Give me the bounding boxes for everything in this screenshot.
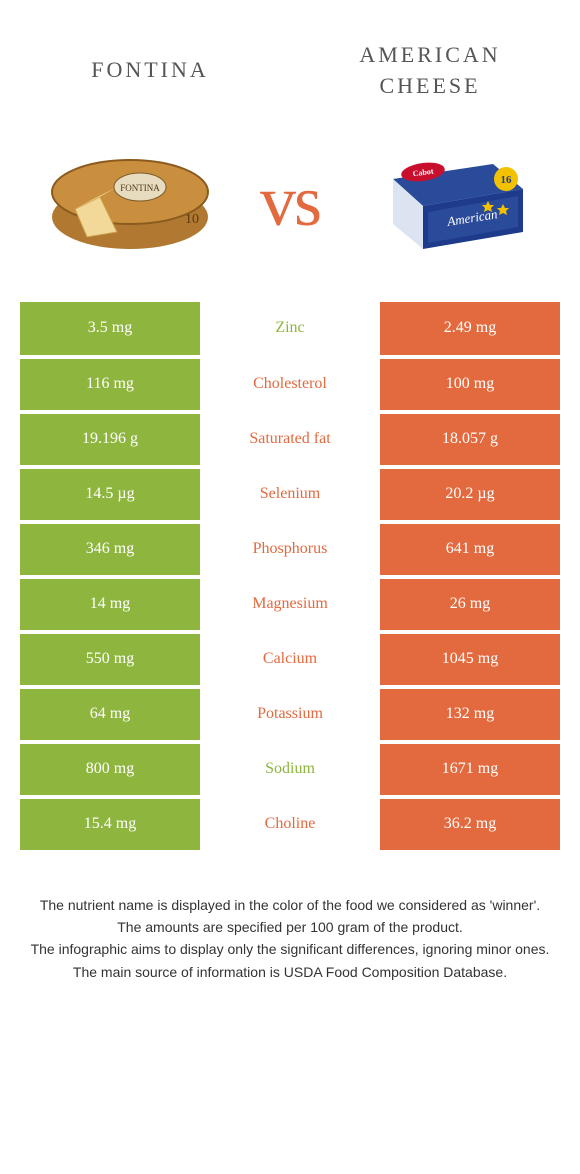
footnote-line: The main source of information is USDA F… bbox=[30, 961, 550, 983]
right-value-cell: 641 mg bbox=[380, 522, 560, 577]
left-value-cell: 3.5 mg bbox=[20, 302, 200, 357]
nutrient-name-cell: Cholesterol bbox=[200, 357, 380, 412]
table-row: 14.5 µgSelenium20.2 µg bbox=[20, 467, 560, 522]
nutrient-name-cell: Magnesium bbox=[200, 577, 380, 632]
right-value-cell: 20.2 µg bbox=[380, 467, 560, 522]
footnote-line: The infographic aims to display only the… bbox=[30, 938, 550, 960]
vs-label: vs bbox=[260, 160, 320, 243]
left-food-title: Fontina bbox=[50, 55, 250, 86]
nutrient-name-cell: Saturated fat bbox=[200, 412, 380, 467]
left-value-cell: 116 mg bbox=[20, 357, 200, 412]
table-row: 800 mgSodium1671 mg bbox=[20, 742, 560, 797]
table-row: 346 mgPhosphorus641 mg bbox=[20, 522, 560, 577]
table-row: 3.5 mgZinc2.49 mg bbox=[20, 302, 560, 357]
american-cheese-image: American Cabot 16 bbox=[360, 132, 540, 272]
nutrient-name-cell: Potassium bbox=[200, 687, 380, 742]
left-value-cell: 14.5 µg bbox=[20, 467, 200, 522]
left-value-cell: 346 mg bbox=[20, 522, 200, 577]
nutrient-name-cell: Phosphorus bbox=[200, 522, 380, 577]
table-row: 14 mgMagnesium26 mg bbox=[20, 577, 560, 632]
left-value-cell: 550 mg bbox=[20, 632, 200, 687]
right-value-cell: 100 mg bbox=[380, 357, 560, 412]
header-titles: Fontina American cheese bbox=[0, 0, 580, 122]
left-value-cell: 14 mg bbox=[20, 577, 200, 632]
table-row: 116 mgCholesterol100 mg bbox=[20, 357, 560, 412]
fontina-image: FONTINA 10 bbox=[40, 132, 220, 272]
right-value-cell: 1671 mg bbox=[380, 742, 560, 797]
left-value-cell: 64 mg bbox=[20, 687, 200, 742]
footnote-line: The nutrient name is displayed in the co… bbox=[30, 894, 550, 916]
nutrient-name-cell: Choline bbox=[200, 797, 380, 852]
left-value-cell: 800 mg bbox=[20, 742, 200, 797]
table-row: 15.4 mgCholine36.2 mg bbox=[20, 797, 560, 852]
nutrient-name-cell: Calcium bbox=[200, 632, 380, 687]
right-value-cell: 26 mg bbox=[380, 577, 560, 632]
right-food-title: American cheese bbox=[330, 40, 530, 102]
nutrient-name-cell: Selenium bbox=[200, 467, 380, 522]
right-value-cell: 132 mg bbox=[380, 687, 560, 742]
svg-text:16: 16 bbox=[500, 174, 512, 186]
table-row: 550 mgCalcium1045 mg bbox=[20, 632, 560, 687]
svg-text:10: 10 bbox=[185, 212, 199, 227]
nutrient-name-cell: Zinc bbox=[200, 302, 380, 357]
nutrient-name-cell: Sodium bbox=[200, 742, 380, 797]
right-value-cell: 36.2 mg bbox=[380, 797, 560, 852]
footnotes: The nutrient name is displayed in the co… bbox=[0, 854, 580, 1004]
svg-text:FONTINA: FONTINA bbox=[120, 183, 160, 193]
table-row: 19.196 gSaturated fat18.057 g bbox=[20, 412, 560, 467]
left-value-cell: 19.196 g bbox=[20, 412, 200, 467]
footnote-line: The amounts are specified per 100 gram o… bbox=[30, 916, 550, 938]
right-value-cell: 1045 mg bbox=[380, 632, 560, 687]
nutrient-table: 3.5 mgZinc2.49 mg116 mgCholesterol100 mg… bbox=[20, 302, 560, 854]
images-row: FONTINA 10 vs American Cabot 16 bbox=[0, 122, 580, 302]
right-value-cell: 18.057 g bbox=[380, 412, 560, 467]
table-row: 64 mgPotassium132 mg bbox=[20, 687, 560, 742]
left-value-cell: 15.4 mg bbox=[20, 797, 200, 852]
right-value-cell: 2.49 mg bbox=[380, 302, 560, 357]
